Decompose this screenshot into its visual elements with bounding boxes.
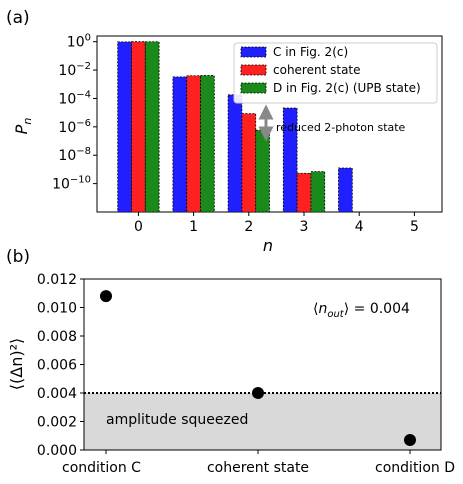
- y-tick-label: 0.002: [37, 415, 77, 431]
- x-tick-label: 1: [189, 219, 198, 235]
- x-tick-label: condition C: [62, 460, 141, 476]
- panel-b-y-ticks: 0.000 0.002 0.004 0.006 0.008 0.010 0.012: [37, 272, 84, 459]
- panel-a-x-ticks: 0 1 2 3 4 5: [134, 212, 419, 235]
- y-tick-label: 10−10: [52, 175, 91, 193]
- panel-a-bars: [117, 41, 353, 213]
- y-tick-label: 10−4: [58, 89, 91, 107]
- legend-entry: D in Fig. 2(c) (UPB state): [273, 81, 421, 95]
- legend-swatch: [240, 46, 267, 58]
- bar-d-n3: [310, 171, 326, 213]
- panel-a-chart: 100 10−2 10−4 10−6 10−8 10−10 0 1 2 3 4 5 Pn n C i…: [12, 33, 443, 255]
- x-tick-label: 0: [134, 219, 143, 235]
- bar-coherent-n2: [241, 113, 257, 213]
- bar-c-n2: [227, 94, 243, 213]
- y-tick-label: 10−6: [58, 118, 91, 136]
- legend-entry: C in Fig. 2(c): [273, 45, 348, 59]
- bar-c-n4: [338, 167, 353, 213]
- y-tick-label: 0.004: [37, 386, 77, 402]
- y-tick-label: 0.012: [37, 272, 77, 288]
- panel-a-x-label: n: [263, 236, 273, 255]
- panel-a-y-label: Pn: [12, 118, 34, 135]
- data-point-1: [100, 290, 112, 303]
- panel-b-y-label: ⟨(Δn)²⟩: [7, 338, 26, 390]
- data-point-3: [404, 434, 416, 447]
- squeezed-region-label: amplitude squeezed: [106, 412, 248, 428]
- x-tick-label: 2: [244, 219, 253, 235]
- x-tick-label: 3: [300, 219, 309, 235]
- y-tick-label: 10−2: [58, 61, 91, 79]
- y-tick-label: 0.006: [37, 358, 77, 374]
- data-point-2: [252, 387, 264, 399]
- bar-d-n2: [255, 129, 270, 213]
- x-tick-label: condition D: [375, 460, 455, 476]
- legend-entry: coherent state: [273, 63, 361, 77]
- legend-swatch: [240, 82, 267, 94]
- bar-c-n1: [172, 76, 188, 213]
- x-tick-label: 4: [355, 219, 364, 235]
- svg-text:⟨(Δn)²⟩: ⟨(Δn)²⟩: [7, 338, 26, 390]
- bar-c-n0: [117, 41, 132, 213]
- y-tick-label: 10−8: [58, 146, 91, 164]
- panel-a-annotation: reduced 2-photon state: [276, 121, 406, 134]
- bar-coherent-n1: [186, 75, 201, 213]
- y-tick-label: 100: [67, 33, 91, 51]
- panel-label-a: (a): [6, 8, 30, 28]
- legend-frame: [233, 42, 438, 104]
- squeezed-region: [84, 393, 441, 450]
- panel-b-x-ticks: condition C coherent state condition D: [62, 450, 455, 476]
- panel-b-chart: 0.000 0.002 0.004 0.006 0.008 0.010 0.012 cond…: [7, 272, 455, 476]
- legend-swatch: [240, 64, 267, 76]
- panel-b-annotation: ⟨nout⟩ = 0.004: [313, 301, 410, 320]
- y-tick-label: 0.010: [37, 301, 77, 317]
- bar-c-n3: [282, 107, 298, 213]
- bar-d-n0: [144, 41, 160, 213]
- panel-label-b: (b): [6, 247, 30, 267]
- bar-coherent-n0: [131, 41, 146, 213]
- bar-coherent-n3: [296, 172, 312, 213]
- y-tick-label: 0.008: [37, 329, 77, 345]
- bar-d-n1: [200, 75, 215, 213]
- panel-a-y-ticks: 100 10−2 10−4 10−6 10−8 10−10: [52, 33, 97, 193]
- svg-text:Pn: Pn: [12, 118, 34, 135]
- x-tick-label: coherent state: [207, 460, 309, 476]
- y-tick-label: 0.000: [37, 443, 77, 459]
- panel-b-points: [100, 290, 416, 447]
- x-tick-label: 5: [410, 219, 419, 235]
- panel-a-legend: C in Fig. 2(c) coherent state D in Fig. 2(…: [233, 42, 438, 104]
